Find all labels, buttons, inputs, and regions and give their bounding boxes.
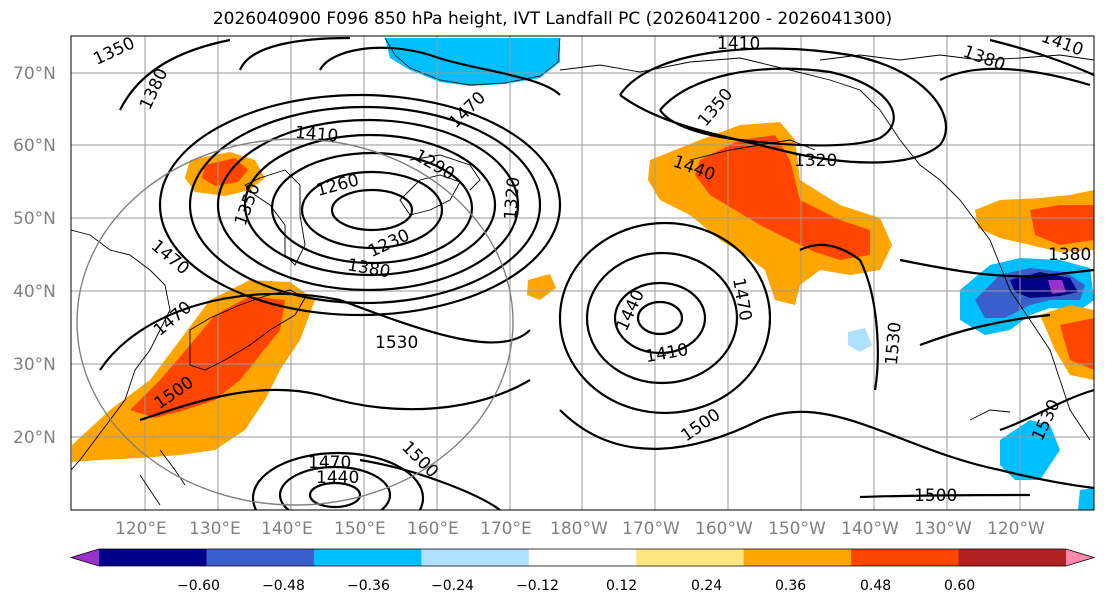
colorbar-segment	[421, 549, 530, 566]
colorbar-tick-label: −0.12	[516, 578, 559, 594]
contour-label: 1320	[794, 151, 837, 171]
graticule	[71, 36, 1094, 510]
contour-label: 1470	[308, 453, 351, 473]
colorbar-tick-label: −0.48	[262, 578, 305, 594]
lon-label: 140°W	[841, 519, 899, 539]
contour-label: 1410	[294, 123, 339, 147]
colorbar-tick-label: 0.36	[775, 578, 806, 594]
lon-label: 130°W	[914, 519, 972, 539]
lon-label: 150°W	[768, 519, 826, 539]
lon-label: 140°E	[261, 519, 313, 539]
lon-label: 130°E	[189, 519, 241, 539]
colorbar-segment	[851, 549, 960, 566]
colorbar-segment	[636, 549, 745, 566]
map-frame	[70, 35, 1095, 511]
latitude-labels: 70°N 60°N 50°N 40°N 30°N 20°N	[13, 64, 56, 448]
lon-label: 170°W	[622, 519, 680, 539]
lon-label: 180°W	[550, 519, 608, 539]
lon-label: 170°E	[480, 519, 532, 539]
contour-label: 1410	[717, 34, 760, 54]
contour-label: 1500	[914, 486, 957, 506]
lat-label: 60°N	[13, 136, 56, 156]
colorbar	[69, 548, 1096, 567]
colorbar-tick-label: 0.60	[944, 578, 975, 594]
contour-label: 1320	[501, 176, 525, 221]
colorbar-extend-high	[1066, 549, 1094, 566]
ivt-negative-patch	[385, 38, 560, 86]
colorbar-segment	[99, 549, 207, 566]
colorbar-segment	[743, 549, 852, 566]
contour-label: 1530	[882, 321, 906, 366]
colorbar-segment	[528, 549, 637, 566]
colorbar-tick-label: −0.24	[431, 578, 474, 594]
colorbar-outline	[69, 548, 1096, 567]
lat-label: 30°N	[13, 355, 56, 375]
contour-label: 1380	[1048, 245, 1091, 265]
colorbar-segment	[313, 549, 422, 566]
colorbar-segment	[206, 549, 315, 566]
lon-label: 160°W	[695, 519, 753, 539]
range-circle	[76, 138, 514, 506]
contour-label: 1530	[375, 333, 418, 353]
colorbar-tick-label: −0.36	[347, 578, 390, 594]
ivt-shading	[72, 37, 1094, 510]
lat-label: 70°N	[13, 64, 56, 84]
longitude-labels: 120°E 130°E 140°E 150°E 160°E 170°E 180°…	[115, 519, 1045, 539]
coastlines	[71, 54, 1094, 506]
colorbar-extend-low	[71, 549, 99, 566]
contour-label: 1440	[316, 468, 359, 488]
lon-label: 160°E	[407, 519, 459, 539]
colorbar-ticks: −0.60 −0.48 −0.36 −0.24 −0.12 0.12 0.24 …	[177, 578, 975, 594]
height-contours	[99, 36, 1094, 510]
lat-label: 50°N	[13, 209, 56, 229]
map-title: 2026040900 F096 850 hPa height, IVT Land…	[212, 9, 893, 29]
colorbar-tick-label: 0.48	[860, 578, 891, 594]
lon-label: 150°E	[334, 519, 386, 539]
colorbar-tick-label: 0.24	[691, 578, 722, 594]
lon-label: 120°W	[987, 519, 1045, 539]
colorbar-tick-label: −0.60	[177, 578, 220, 594]
lat-label: 20°N	[13, 428, 56, 448]
lon-label: 120°E	[115, 519, 167, 539]
colorbar-segment	[958, 549, 1067, 566]
lat-label: 40°N	[13, 282, 56, 302]
colorbar-tick-label: 0.12	[606, 578, 637, 594]
